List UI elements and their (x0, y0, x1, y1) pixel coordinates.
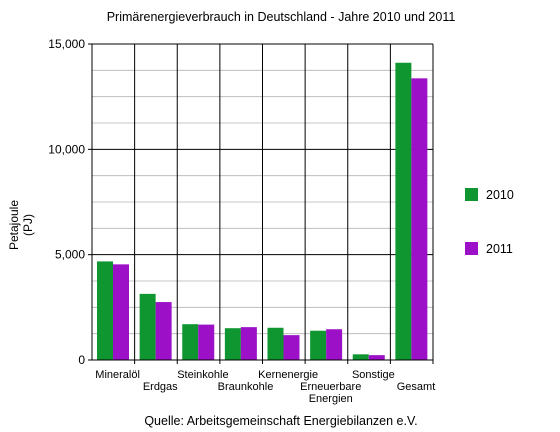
bar-2010-6 (310, 330, 327, 360)
bar-2011-4 (240, 327, 257, 360)
x-tick-label: Kernenergie (258, 369, 318, 381)
x-tick-label: Steinkohle (177, 369, 228, 381)
legend-swatch-2010 (465, 188, 478, 201)
legend-label-2011: 2011 (486, 242, 513, 256)
bar-2010-8 (395, 62, 412, 361)
bar-2010-2 (139, 293, 156, 360)
x-tick-label: Erneuerbare (300, 381, 361, 393)
y-axis-label-line2: (PJ) (21, 214, 35, 236)
x-tick-label: Erdgas (143, 381, 178, 393)
bar-2011-1 (113, 264, 129, 360)
legend-label-2010: 2010 (486, 188, 514, 202)
bar-2011-8 (411, 78, 428, 360)
y-axis-ticks: 0 5,000 10,000 15,000 (48, 37, 92, 367)
x-axis-labels: MineralölErdgasSteinkohleBraunkohleKerne… (95, 360, 435, 405)
bar-2011-3 (198, 324, 215, 360)
x-tick-label: Braunkohle (218, 381, 274, 393)
source-caption: Quelle: Arbeitsgemeinschaft Energiebilan… (144, 414, 417, 428)
bars (97, 62, 428, 361)
legend: 2010 2011 (465, 188, 514, 256)
bar-2011-7 (368, 355, 385, 360)
x-tick-label: Sonstige (352, 369, 395, 381)
bar-2010-3 (182, 324, 199, 360)
bar-2010-1 (97, 261, 113, 360)
x-tick-label: Gesamt (397, 381, 436, 393)
bar-2010-4 (224, 328, 241, 360)
y-tick-label: 0 (78, 353, 85, 367)
bar-2011-6 (326, 329, 343, 360)
x-tick-label: Energien (309, 393, 353, 405)
y-tick-label: 5,000 (55, 248, 85, 262)
x-tick-label: Mineralöl (95, 369, 140, 381)
bar-2010-7 (352, 354, 369, 360)
bar-2010-5 (267, 327, 284, 360)
chart-title: Primärenergieverbrauch in Deutschland - … (107, 10, 456, 24)
y-axis-label-line1: Petajoule (7, 200, 21, 250)
y-tick-label: 15,000 (48, 37, 85, 51)
y-tick-label: 10,000 (48, 142, 85, 156)
bar-2011-5 (283, 335, 300, 360)
gridlines (92, 43, 433, 360)
legend-swatch-2011 (465, 242, 478, 255)
bar-2011-2 (155, 302, 172, 360)
